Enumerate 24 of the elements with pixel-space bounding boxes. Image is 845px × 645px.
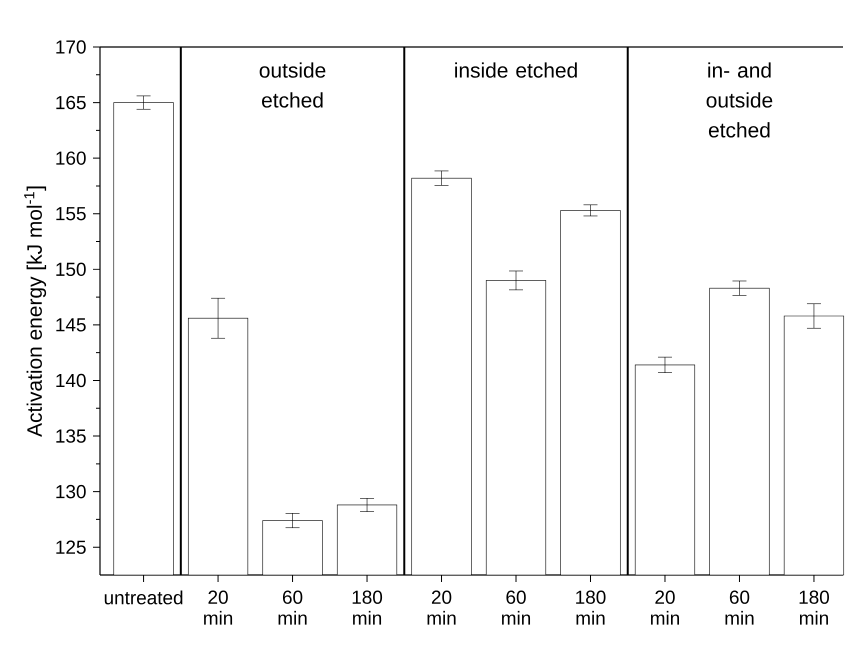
- x-tick-label: 60 min: [278, 590, 307, 625]
- x-tick-label: 20 min: [204, 590, 232, 625]
- y-axis-title: Activation energy [kJ mol$^{-1}$]: [24, 186, 46, 437]
- y-tick-label: 140: [56, 374, 86, 388]
- annotation: inside etched: [455, 62, 577, 78]
- y-tick-label: 150: [56, 262, 86, 276]
- y-tick-label: 160: [56, 151, 86, 165]
- y-tick-label: 170: [56, 40, 86, 54]
- x-tick-label: 180 min: [800, 590, 829, 625]
- y-tick-label: 135: [56, 429, 86, 443]
- x-tick-label: 20 min: [650, 590, 679, 625]
- x-tick-label: 180 min: [352, 590, 382, 625]
- y-tick-label: 165: [56, 96, 86, 110]
- y-tick-label: 125: [56, 540, 86, 554]
- x-tick-label: 60 min: [725, 590, 754, 625]
- x-tick-label: 60 min: [502, 590, 530, 625]
- annotation: outside etched: [260, 62, 326, 108]
- x-tick-label: 180 min: [576, 590, 606, 625]
- y-tick-label: 145: [56, 318, 86, 332]
- y-tick-label: 130: [56, 484, 86, 498]
- y-tick-label: 155: [56, 207, 86, 220]
- x-tick-label: untreated: [104, 590, 182, 604]
- x-tick-label: 20 min: [428, 590, 456, 625]
- annotation: in- and outside etched: [706, 62, 772, 138]
